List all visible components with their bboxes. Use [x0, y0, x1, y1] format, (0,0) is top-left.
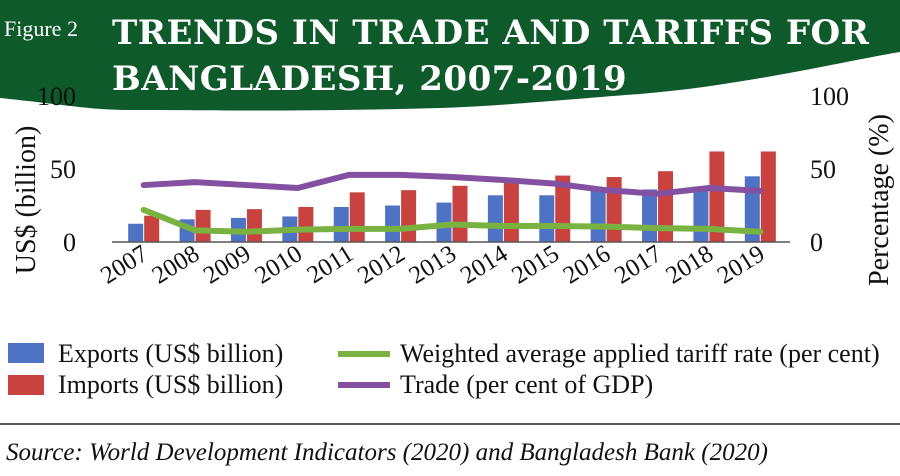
x-tick-2009: 2009: [199, 240, 256, 289]
imports-bar-2008: [195, 209, 211, 242]
imports-bar-2011: [349, 192, 365, 242]
y2-tick-100: 100: [810, 82, 849, 111]
figure-label: Figure 2: [4, 16, 78, 41]
banner-shape: [0, 0, 900, 111]
exports-bar-2012: [385, 205, 401, 242]
x-tick-2008: 2008: [148, 240, 205, 289]
y2-axis-ticks: 0 50 100: [810, 82, 849, 257]
y-axis-label: US$ (billion): [11, 126, 42, 275]
exports-bar-2016: [590, 189, 606, 242]
y-tick-50: 50: [50, 155, 76, 184]
imports-bar-2012: [401, 190, 417, 242]
imports-bar-2016: [606, 177, 622, 242]
x-tick-2015: 2015: [507, 240, 564, 289]
imports-bar-2017: [658, 171, 674, 242]
imports-bar-2007: [144, 215, 160, 242]
chart-title-line1: TRENDS IN TRADE AND TARIFFS FOR: [112, 13, 870, 53]
imports-bar-2013: [452, 185, 468, 242]
title-banner: Figure 2 TRENDS IN TRADE AND TARIFFS FOR…: [0, 0, 900, 111]
imports-bar-2019: [760, 151, 776, 242]
exports-bar-2015: [539, 195, 555, 242]
legend-label-tariff: Weighted average applied tariff rate (pe…: [400, 339, 880, 368]
x-tick-2007: 2007: [96, 240, 153, 289]
exports-bar-2018: [693, 186, 709, 242]
exports-bar-2011: [333, 206, 349, 242]
legend-label-exports: Exports (US$ billion): [58, 339, 283, 368]
x-axis-category-labels: 2007200820092010201120122013201420152016…: [96, 240, 769, 290]
source-note: Source: World Development Indicators (20…: [6, 439, 768, 466]
imports-bar-2014: [503, 182, 519, 242]
x-tick-2010: 2010: [250, 240, 307, 289]
x-tick-2014: 2014: [456, 240, 513, 290]
legend-label-trade: Trade (per cent of GDP): [400, 370, 653, 399]
x-tick-2016: 2016: [559, 240, 616, 289]
y2-tick-0: 0: [810, 228, 823, 257]
x-tick-2018: 2018: [661, 240, 718, 289]
legend-swatch-exports: [8, 343, 44, 363]
line-series-group: [140, 171, 764, 235]
x-tick-2017: 2017: [610, 240, 667, 289]
imports-bar-2010: [298, 206, 314, 242]
x-tick-2012: 2012: [353, 240, 410, 289]
legend: Exports (US$ billion) Imports (US$ billi…: [8, 339, 880, 399]
imports-bar-2018: [709, 151, 725, 242]
x-tick-2013: 2013: [404, 240, 461, 289]
y-tick-0: 0: [63, 228, 76, 257]
exports-bar-2014: [487, 195, 503, 242]
y-axis-ticks: 0 50 100: [37, 82, 76, 257]
legend-swatch-imports: [8, 375, 44, 395]
legend-label-imports: Imports (US$ billion): [58, 370, 283, 399]
y2-axis-label: Percentage (%): [864, 114, 895, 286]
exports-bar-2007: [128, 223, 144, 242]
exports-bar-2017: [642, 189, 658, 242]
x-tick-2011: 2011: [302, 240, 358, 289]
y-tick-100: 100: [37, 82, 76, 111]
imports-bar-2009: [246, 209, 262, 242]
chart-title-line2: BANGLADESH, 2007-2019: [112, 59, 627, 99]
x-tick-2019: 2019: [713, 240, 770, 289]
y2-tick-50: 50: [810, 155, 836, 184]
